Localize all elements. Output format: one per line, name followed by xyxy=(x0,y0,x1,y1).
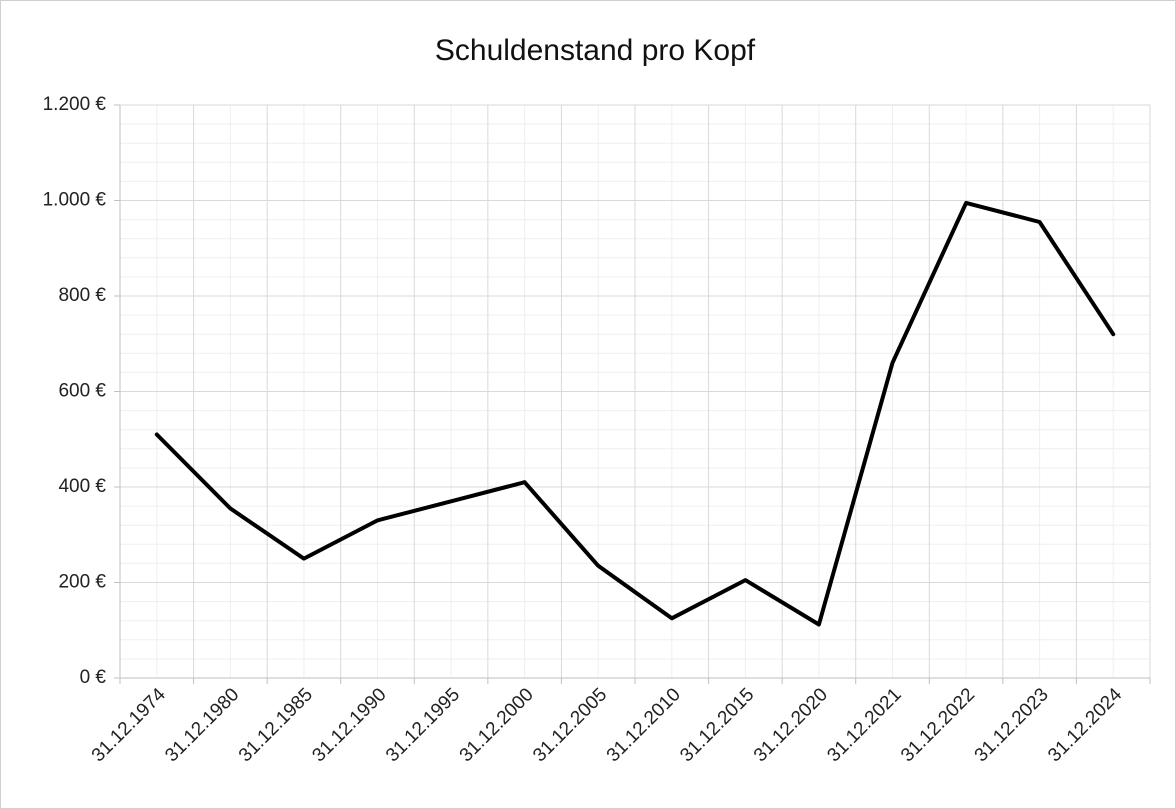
y-tick-label: 0 € xyxy=(80,667,107,688)
y-tick-label: 200 € xyxy=(58,572,106,593)
y-tick-label: 800 € xyxy=(58,285,106,306)
y-tick-label: 600 € xyxy=(58,381,106,402)
chart-title: Schuldenstand pro Kopf xyxy=(435,34,756,67)
y-tick-label: 1.200 € xyxy=(43,94,107,115)
y-tick-label: 1.000 € xyxy=(43,190,107,211)
y-tick-label: 400 € xyxy=(58,476,106,497)
data-line xyxy=(154,200,1116,627)
